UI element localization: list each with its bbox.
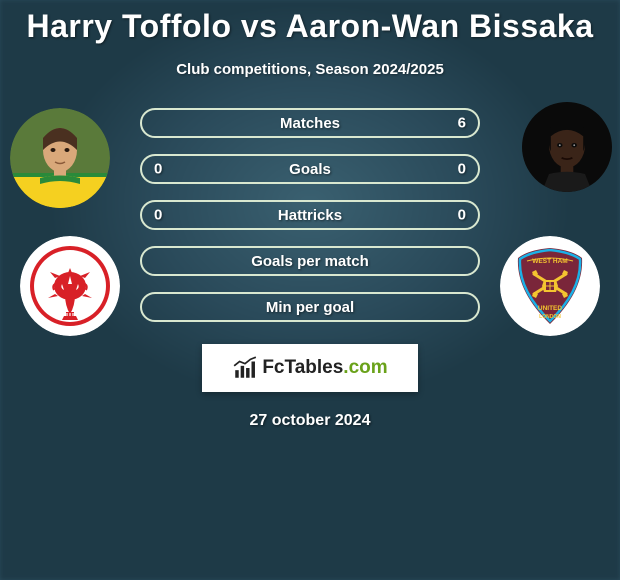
page-title: Harry Toffolo vs Aaron-Wan Bissaka bbox=[26, 8, 593, 45]
brand-box[interactable]: FcTables.com bbox=[202, 344, 418, 392]
subtitle: Club competitions, Season 2024/2025 bbox=[176, 61, 444, 78]
stat-label: Hattricks bbox=[278, 207, 342, 224]
svg-text:UNITED: UNITED bbox=[538, 305, 563, 312]
stat-rows: Matches 6 0 Goals 0 0 Hattricks 0 Goals … bbox=[140, 108, 480, 322]
stat-label: Goals bbox=[289, 161, 331, 178]
player-left-avatar bbox=[10, 108, 110, 208]
brand-suffix: .com bbox=[343, 357, 387, 378]
club-left-crest bbox=[20, 236, 120, 336]
brand-name: FcTables bbox=[262, 357, 343, 378]
stat-right-value: 0 bbox=[458, 161, 466, 178]
bar-chart-icon bbox=[232, 355, 258, 381]
stat-right-value: 6 bbox=[458, 115, 466, 132]
stat-label: Min per goal bbox=[266, 299, 354, 316]
stat-right-value: 0 bbox=[458, 207, 466, 224]
comparison-area: WEST HAM UNITED LONDON bbox=[0, 108, 620, 322]
svg-text:LONDON: LONDON bbox=[539, 314, 561, 320]
date-text: 27 october 2024 bbox=[250, 412, 371, 430]
stat-label: Matches bbox=[280, 115, 340, 132]
svg-text:WEST HAM: WEST HAM bbox=[532, 258, 567, 265]
stat-row-gpm: Goals per match bbox=[140, 246, 480, 276]
player-right-avatar bbox=[522, 102, 612, 192]
stat-left-value: 0 bbox=[154, 207, 162, 224]
stat-row-matches: Matches 6 bbox=[140, 108, 480, 138]
stat-left-value: 0 bbox=[154, 161, 162, 178]
brand-text: FcTables.com bbox=[262, 357, 387, 379]
stat-row-hattricks: 0 Hattricks 0 bbox=[140, 200, 480, 230]
stat-row-goals: 0 Goals 0 bbox=[140, 154, 480, 184]
club-right-crest: WEST HAM UNITED LONDON bbox=[500, 236, 600, 336]
stat-label: Goals per match bbox=[251, 253, 369, 270]
stat-row-mpg: Min per goal bbox=[140, 292, 480, 322]
